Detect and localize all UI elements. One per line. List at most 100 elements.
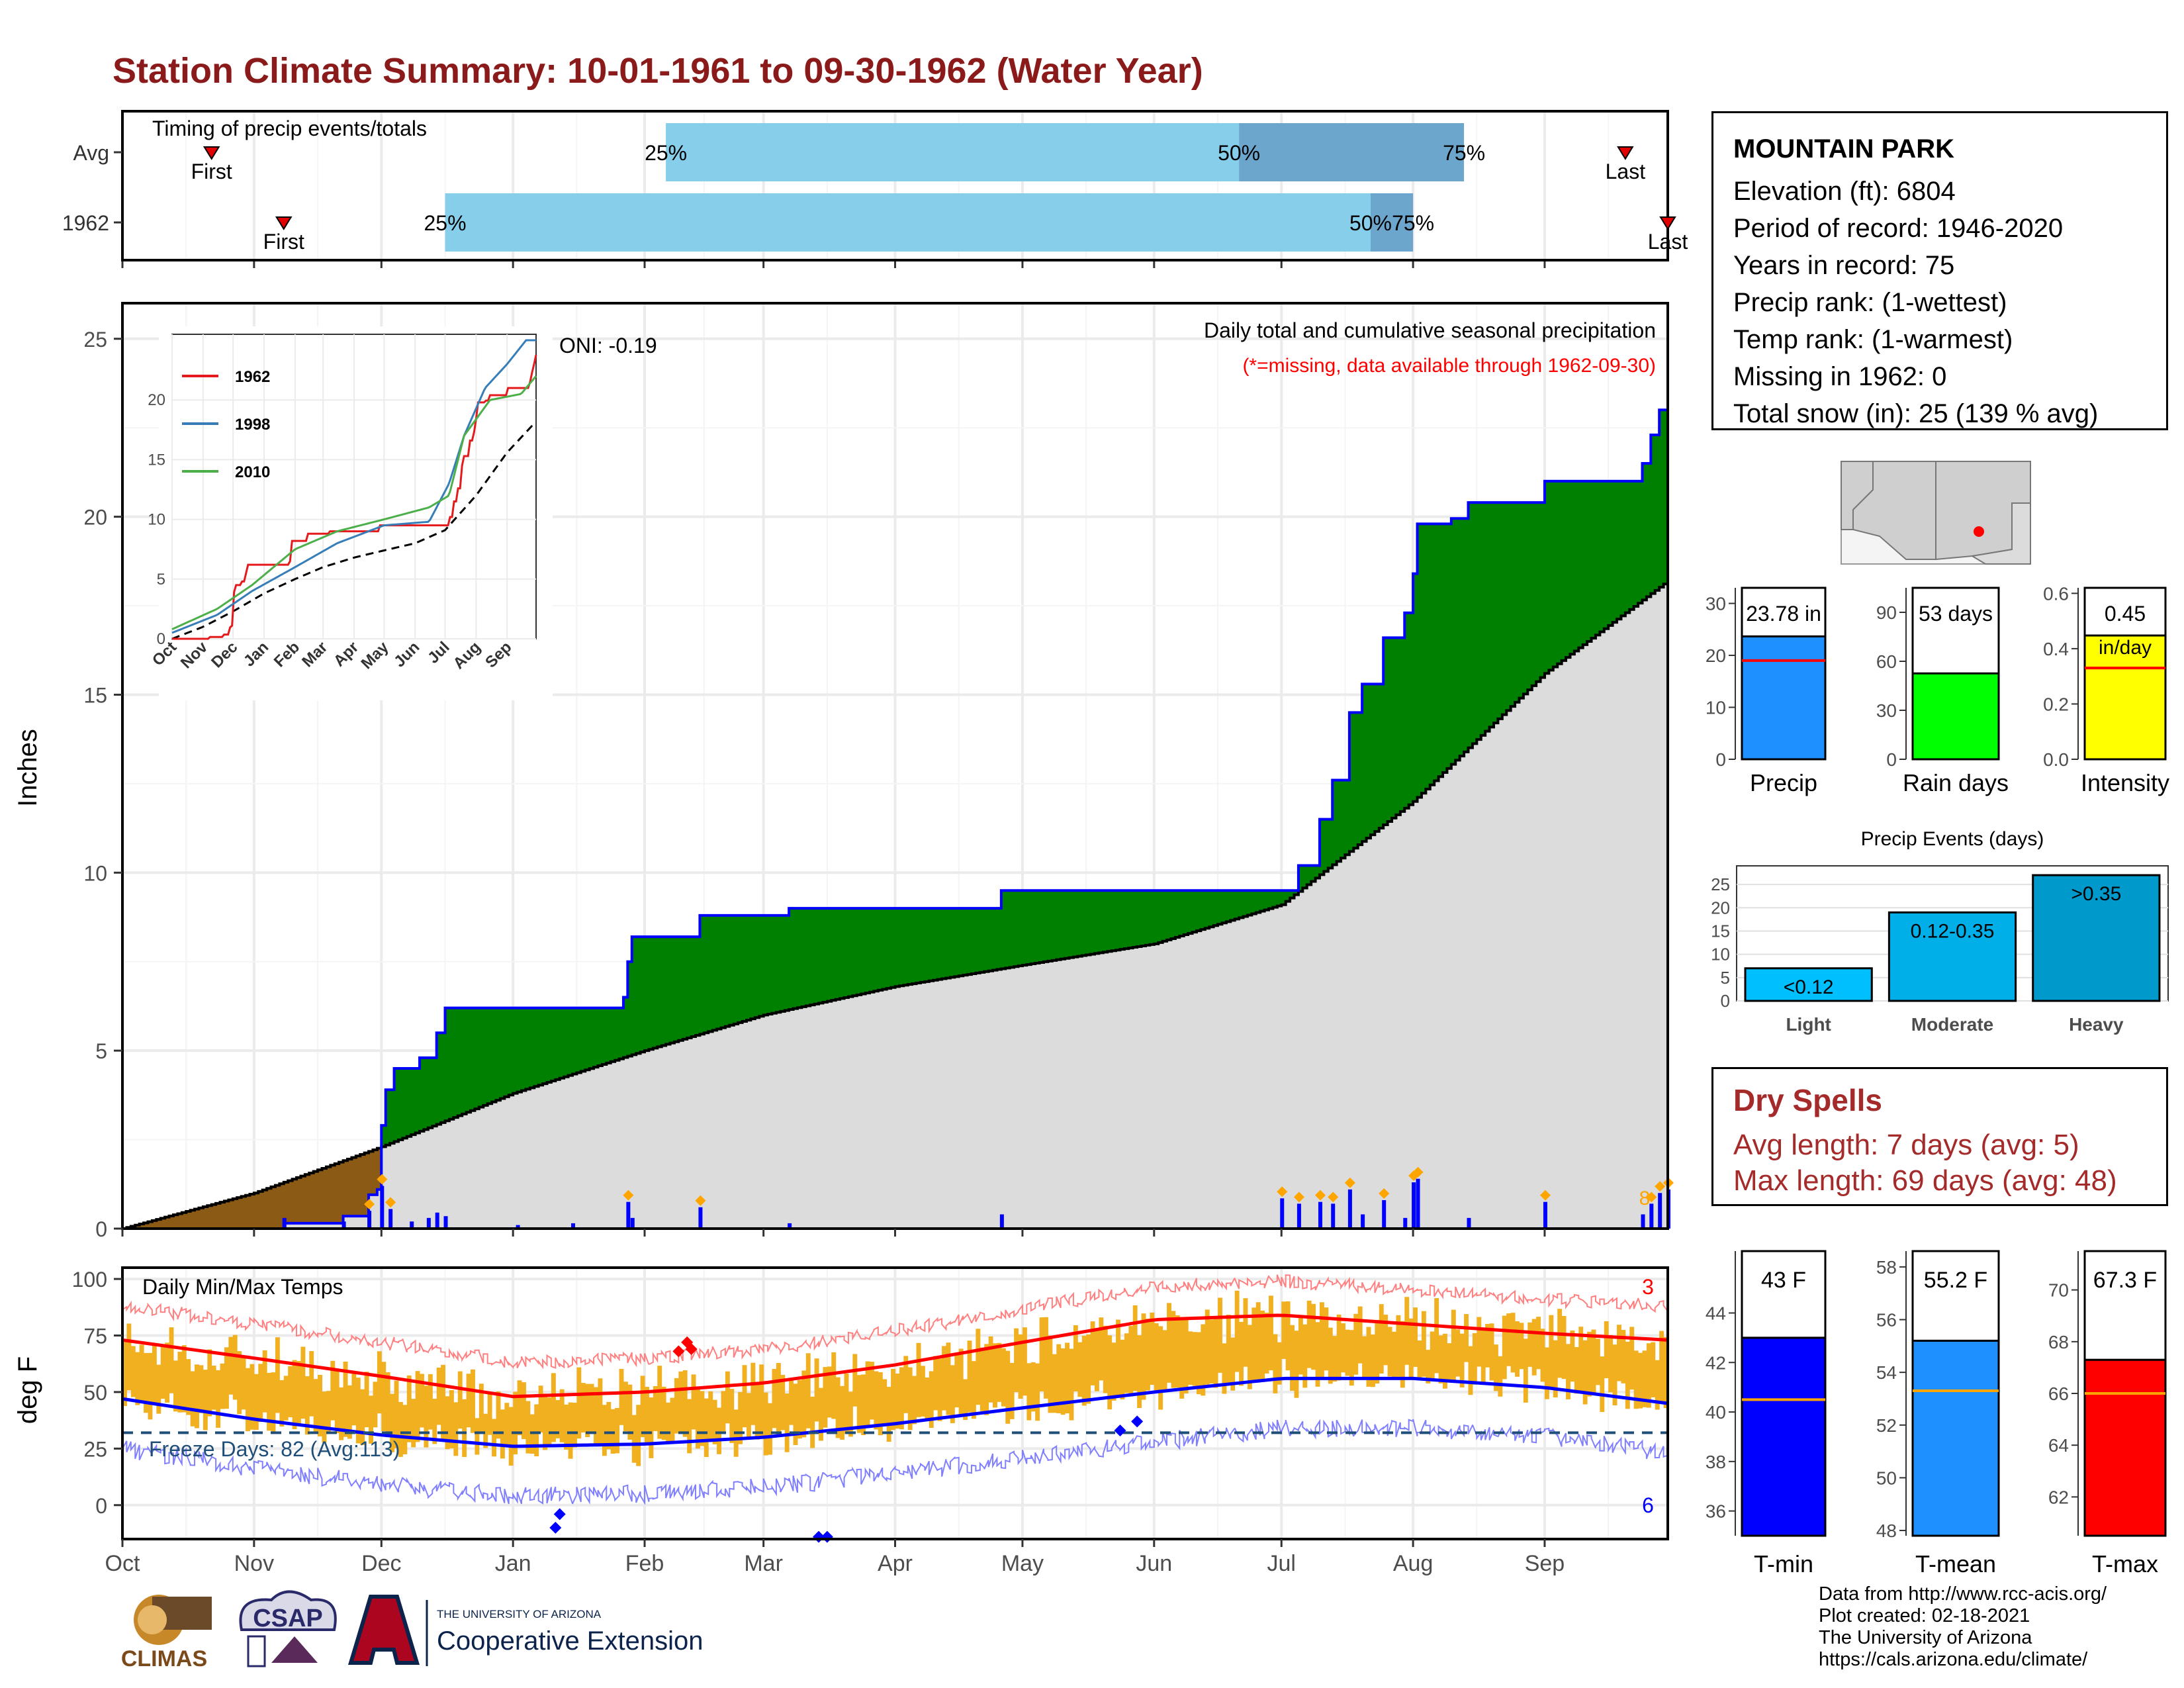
daily-temp-range-bar bbox=[997, 1342, 1002, 1402]
daily-temp-range-bar bbox=[246, 1368, 250, 1432]
daily-temp-range-bar bbox=[856, 1375, 862, 1433]
logos: CLIMAS CSAP THE UNIVERSITY OF ARIZONA Co… bbox=[121, 1590, 703, 1671]
daily-temp-range-bar bbox=[253, 1374, 259, 1430]
daily-temp-range-bar bbox=[1570, 1330, 1575, 1382]
daily-temp-range-bar bbox=[1018, 1334, 1023, 1399]
record-low-marker bbox=[553, 1508, 566, 1521]
month-tick-label: Sep bbox=[1525, 1551, 1565, 1576]
daily-temp-range-bar bbox=[513, 1391, 518, 1455]
timing-row-label: Avg bbox=[73, 141, 109, 165]
precip-event-label: Heavy bbox=[2069, 1014, 2124, 1035]
daily-temp-range-bar bbox=[768, 1403, 772, 1455]
summary-y-tick: 0 bbox=[1886, 749, 1897, 770]
cooperative-extension-text: Cooperative Extension bbox=[437, 1626, 703, 1656]
timing-p75-label: 75% bbox=[1392, 211, 1434, 235]
daily-temp-range-bar bbox=[1582, 1340, 1588, 1405]
daily-temp-range-bar bbox=[805, 1353, 811, 1429]
daily-temp-range-bar bbox=[1111, 1342, 1116, 1401]
heavy-precip-marker bbox=[364, 1199, 375, 1210]
daily-temp-range-bar bbox=[292, 1360, 297, 1429]
record-low-marker bbox=[549, 1521, 562, 1534]
temp-bar-label: T-mean bbox=[1915, 1550, 1996, 1577]
daily-temp-range-bar bbox=[772, 1369, 777, 1429]
last-event-label: Last bbox=[1606, 160, 1646, 183]
daily-temp-range-bar bbox=[1561, 1316, 1567, 1380]
daily-temp-range-bar bbox=[1421, 1311, 1426, 1377]
precip-event-range: <0.12 bbox=[1784, 976, 1834, 998]
record-low-count: 6 bbox=[1642, 1493, 1654, 1517]
daily-temp-range-bar bbox=[1124, 1333, 1129, 1393]
precip-y-tick: 20 bbox=[83, 506, 107, 530]
timing-bar-50-75 bbox=[1239, 123, 1465, 181]
climas-logo-text: CLIMAS bbox=[121, 1646, 207, 1671]
temp-ylabel: deg F bbox=[13, 1356, 42, 1424]
daily-temp-range-bar bbox=[589, 1383, 594, 1434]
daily-temp-range-bar bbox=[1336, 1314, 1342, 1381]
credit-line: Plot created: 02-18-2021 bbox=[1819, 1605, 2030, 1626]
daily-temp-range-bar bbox=[1107, 1335, 1113, 1410]
daily-temp-range-bar bbox=[420, 1374, 424, 1428]
precip-event-range: >0.35 bbox=[2071, 883, 2121, 905]
daily-temp-range-bar bbox=[1247, 1325, 1252, 1389]
ua-small-text: THE UNIVERSITY OF ARIZONA bbox=[437, 1608, 602, 1620]
daily-temp-range-bar bbox=[870, 1362, 874, 1420]
daily-temp-range-bar bbox=[984, 1344, 989, 1415]
daily-temp-range-bar bbox=[568, 1402, 573, 1459]
daily-temp-range-bar bbox=[895, 1373, 900, 1429]
daily-precip-bar bbox=[1361, 1214, 1365, 1229]
station-temp-rank: Temp rank: (1-warmest) bbox=[1733, 325, 2013, 354]
inset-y-tick: 15 bbox=[148, 451, 165, 469]
last-event-marker bbox=[1659, 216, 1676, 230]
daily-temp-range-bar bbox=[428, 1374, 433, 1430]
daily-temp-range-bar bbox=[784, 1393, 790, 1452]
temp-label: Daily Min/Max Temps bbox=[142, 1275, 343, 1299]
daily-temp-range-bar bbox=[1447, 1343, 1452, 1383]
daily-temp-range-bar bbox=[763, 1392, 768, 1456]
daily-temp-range-bar bbox=[1485, 1324, 1490, 1368]
temp-bar-label: T-min bbox=[1754, 1550, 1813, 1577]
temp-bar-y-tick: 44 bbox=[1706, 1303, 1726, 1323]
daily-temp-range-bar bbox=[729, 1389, 735, 1443]
temp-y-tick: 50 bbox=[83, 1381, 107, 1405]
daily-temp-range-bar bbox=[1625, 1341, 1630, 1409]
daily-temp-range-bar bbox=[712, 1399, 717, 1444]
summary-bar bbox=[1911, 671, 2000, 761]
daily-temp-range-bar bbox=[1311, 1303, 1316, 1370]
precip-event-label: Moderate bbox=[1911, 1014, 1993, 1035]
daily-temp-range-bar bbox=[462, 1399, 467, 1458]
daily-temp-range-bar bbox=[398, 1401, 403, 1457]
daily-temp-range-bar bbox=[1451, 1309, 1456, 1382]
temp-bar-y-tick: 36 bbox=[1706, 1501, 1726, 1522]
temp-bar-y-tick: 58 bbox=[1876, 1257, 1897, 1278]
daily-temp-range-bar bbox=[1201, 1324, 1206, 1396]
daily-temp-range-bar bbox=[810, 1396, 815, 1448]
record-high-line bbox=[122, 1274, 1668, 1370]
timing-p25-label: 25% bbox=[645, 141, 687, 165]
daily-temp-range-bar bbox=[1638, 1352, 1643, 1409]
daily-temp-range-bar bbox=[1366, 1327, 1371, 1387]
daily-temp-range-bar bbox=[144, 1352, 148, 1413]
daily-temp-range-bar bbox=[1557, 1309, 1563, 1378]
daily-temp-range-bar bbox=[1298, 1317, 1303, 1375]
daily-temp-range-bar bbox=[912, 1376, 917, 1425]
timing-panel: Timing of precip events/totals Avg 25% 50%… bbox=[62, 110, 1688, 268]
heavy-precip-marker bbox=[1314, 1190, 1326, 1201]
daily-temp-range-bar bbox=[831, 1352, 837, 1419]
daily-temp-range-bar bbox=[1604, 1321, 1609, 1379]
daily-temp-range-bar bbox=[424, 1385, 429, 1448]
daily-temp-range-bar bbox=[1633, 1350, 1639, 1409]
daily-temp-range-bar bbox=[471, 1369, 475, 1433]
daily-temp-range-bar bbox=[704, 1398, 709, 1458]
inset-series-line bbox=[171, 339, 536, 634]
daily-temp-range-bar bbox=[436, 1367, 441, 1425]
daily-temp-range-bar bbox=[993, 1343, 997, 1408]
daily-temp-range-bar bbox=[1137, 1335, 1142, 1408]
station-years: Years in record: 75 bbox=[1733, 251, 1955, 280]
daily-temp-range-bar bbox=[738, 1391, 743, 1444]
first-event-marker bbox=[275, 216, 293, 230]
daily-temp-range-bar bbox=[1116, 1319, 1120, 1396]
daily-temp-range-bar bbox=[1315, 1322, 1320, 1387]
freeze-days-label: Freeze Days: 82 (Avg:113) bbox=[149, 1437, 400, 1461]
daily-temp-range-bar bbox=[318, 1374, 322, 1436]
